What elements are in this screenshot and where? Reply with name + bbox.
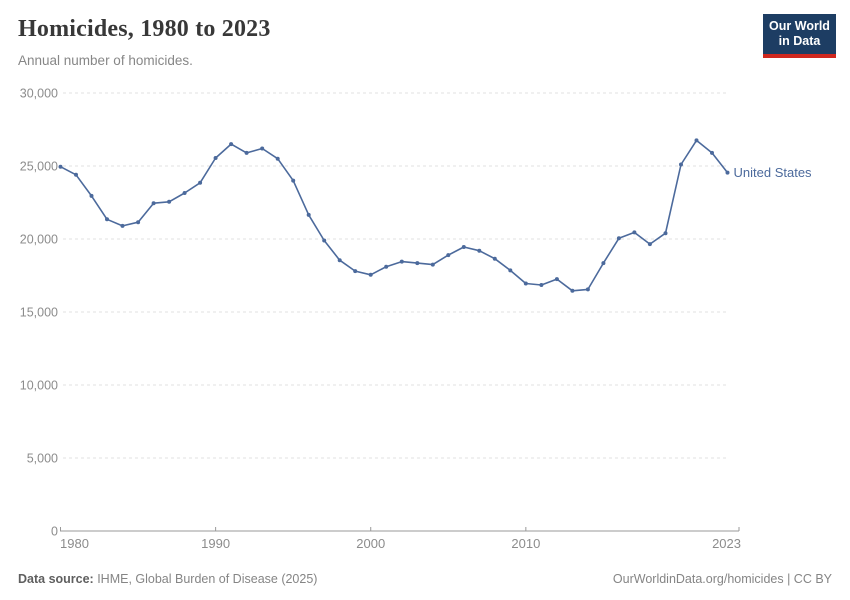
data-point[interactable] xyxy=(399,259,404,264)
y-axis-tick-label: 20,000 xyxy=(20,233,58,247)
data-point[interactable] xyxy=(492,256,497,261)
data-point[interactable] xyxy=(585,287,590,292)
owid-logo-line1: Our World xyxy=(769,19,830,33)
footer-link[interactable]: OurWorldinData.org/homicides | CC BY xyxy=(612,572,832,586)
data-point[interactable] xyxy=(120,223,125,228)
data-point[interactable] xyxy=(229,142,234,147)
data-point[interactable] xyxy=(415,261,420,266)
data-source-text: IHME, Global Burden of Disease (2025) xyxy=(93,572,318,586)
y-axis-tick-label: 15,000 xyxy=(20,306,58,320)
x-axis-tick-label: 2010 xyxy=(511,536,540,551)
data-point[interactable] xyxy=(244,150,249,155)
data-source-note: Data source: IHME, Global Burden of Dise… xyxy=(18,572,317,586)
data-point[interactable] xyxy=(446,253,451,258)
data-point[interactable] xyxy=(632,230,637,235)
data-point[interactable] xyxy=(368,272,373,277)
data-point[interactable] xyxy=(663,231,668,236)
y-axis-tick-label: 5,000 xyxy=(27,452,58,466)
chart-subtitle: Annual number of homicides. xyxy=(18,53,193,68)
y-axis-tick-label: 0 xyxy=(51,525,58,539)
y-axis-tick-label: 10,000 xyxy=(20,379,58,393)
data-point[interactable] xyxy=(151,201,156,206)
data-point[interactable] xyxy=(570,288,575,293)
data-point[interactable] xyxy=(198,180,203,185)
data-point[interactable] xyxy=(89,193,94,198)
data-point[interactable] xyxy=(322,238,327,243)
data-line-united-states[interactable] xyxy=(60,139,729,292)
y-axis-tick-label: 25,000 xyxy=(20,160,58,174)
x-axis-tick-label: 1990 xyxy=(201,536,230,551)
data-point[interactable] xyxy=(167,199,172,204)
data-point[interactable] xyxy=(306,212,311,217)
data-point[interactable] xyxy=(461,245,466,249)
data-point[interactable] xyxy=(694,138,699,143)
data-point[interactable] xyxy=(430,262,435,267)
data-point[interactable] xyxy=(213,156,218,160)
data-point[interactable] xyxy=(260,146,265,151)
data-point[interactable] xyxy=(182,191,187,195)
data-point[interactable] xyxy=(74,172,78,177)
page-title: Homicides, 1980 to 2023 xyxy=(18,16,271,42)
data-point[interactable] xyxy=(710,150,714,155)
x-axis-tick-label: 2023 xyxy=(712,536,741,551)
x-axis-tick-label: 2000 xyxy=(356,536,385,551)
data-point[interactable] xyxy=(523,281,528,286)
data-point[interactable] xyxy=(105,217,109,222)
y-axis-tick-label: 30,000 xyxy=(20,87,58,101)
data-point[interactable] xyxy=(291,178,296,183)
data-point[interactable] xyxy=(554,277,559,282)
data-point[interactable] xyxy=(679,162,683,167)
series-label-united-states[interactable]: United States xyxy=(734,165,813,180)
data-point[interactable] xyxy=(337,258,342,263)
data-point[interactable] xyxy=(539,283,544,287)
data-point[interactable] xyxy=(725,170,730,175)
chart-footer: Data source: IHME, Global Burden of Dise… xyxy=(18,572,832,586)
data-point[interactable] xyxy=(601,261,606,266)
data-point[interactable] xyxy=(477,248,482,253)
data-point[interactable] xyxy=(136,220,141,225)
data-point[interactable] xyxy=(275,156,280,161)
data-point[interactable] xyxy=(647,242,652,247)
x-axis-tick-label: 1980 xyxy=(60,536,89,551)
owid-logo[interactable]: Our World in Data xyxy=(763,14,836,58)
data-point[interactable] xyxy=(384,264,389,269)
data-point[interactable] xyxy=(58,164,63,169)
data-point[interactable] xyxy=(508,268,513,273)
data-point[interactable] xyxy=(353,269,358,274)
data-point[interactable] xyxy=(616,236,621,241)
owid-logo-line2: in Data xyxy=(778,34,821,49)
data-source-label: Data source: xyxy=(18,572,94,586)
